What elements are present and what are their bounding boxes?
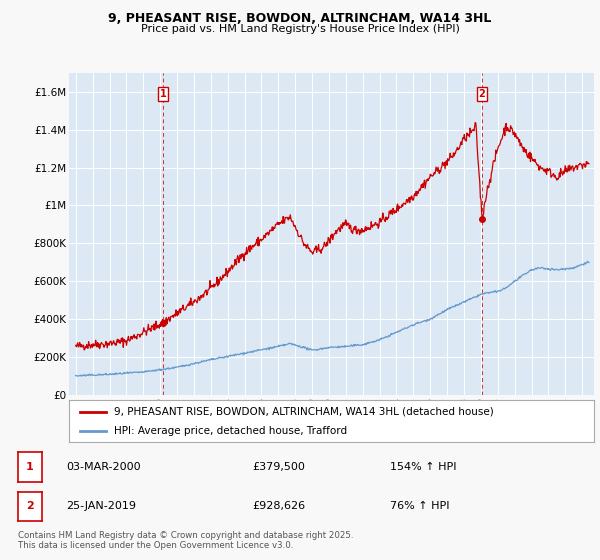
Text: 9, PHEASANT RISE, BOWDON, ALTRINCHAM, WA14 3HL (detached house): 9, PHEASANT RISE, BOWDON, ALTRINCHAM, WA…	[113, 407, 493, 417]
Text: Contains HM Land Registry data © Crown copyright and database right 2025.
This d: Contains HM Land Registry data © Crown c…	[18, 531, 353, 550]
Text: 03-MAR-2000: 03-MAR-2000	[66, 462, 140, 472]
Text: 76% ↑ HPI: 76% ↑ HPI	[390, 501, 449, 511]
Text: HPI: Average price, detached house, Trafford: HPI: Average price, detached house, Traf…	[113, 426, 347, 436]
Text: 1: 1	[160, 88, 166, 99]
Text: 1: 1	[26, 462, 34, 472]
Text: Price paid vs. HM Land Registry's House Price Index (HPI): Price paid vs. HM Land Registry's House …	[140, 24, 460, 34]
Text: 154% ↑ HPI: 154% ↑ HPI	[390, 462, 457, 472]
Text: £379,500: £379,500	[252, 462, 305, 472]
Text: 25-JAN-2019: 25-JAN-2019	[66, 501, 136, 511]
Text: 2: 2	[26, 501, 34, 511]
Text: £928,626: £928,626	[252, 501, 305, 511]
Text: 9, PHEASANT RISE, BOWDON, ALTRINCHAM, WA14 3HL: 9, PHEASANT RISE, BOWDON, ALTRINCHAM, WA…	[109, 12, 491, 25]
Text: 2: 2	[479, 88, 485, 99]
